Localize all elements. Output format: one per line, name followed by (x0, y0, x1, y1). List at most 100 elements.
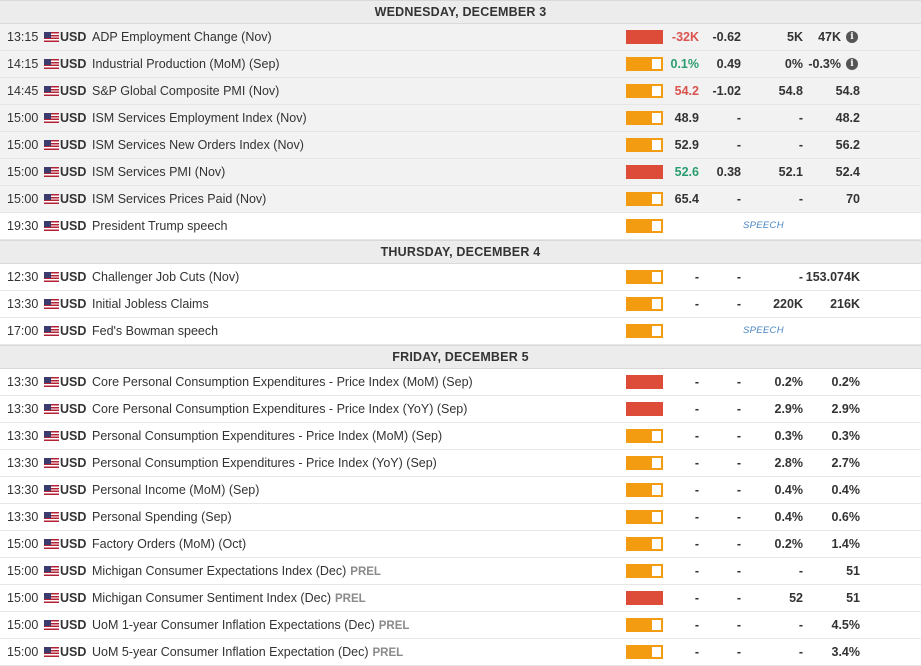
event-name[interactable]: Personal Consumption Expenditures - Pric… (92, 450, 437, 476)
deviation-value: - (736, 375, 741, 389)
deviation-value: - (736, 510, 741, 524)
impact-medium-bar (626, 297, 663, 311)
us-flag-icon (44, 299, 59, 309)
flag-canton (44, 113, 51, 119)
deviation-value: 0.49 (716, 57, 741, 71)
event-time: 15:00 (7, 192, 39, 206)
event-name[interactable]: ISM Services PMI (Nov) (92, 159, 225, 185)
event-row[interactable]: 12:30 USD Challenger Job Cuts (Nov) - - -153.… (0, 264, 921, 291)
event-row[interactable]: 14:15 USD Industrial Production (MoM) (Sep… (0, 51, 921, 78)
event-title: S&P Global Composite PMI (Nov) (92, 84, 280, 98)
consensus-value: - (798, 192, 803, 206)
event-name[interactable]: Industrial Production (MoM) (Sep) (92, 51, 280, 77)
event-row[interactable]: 13:30 USD Personal Consumption Expenditure… (0, 423, 921, 450)
info-icon[interactable]: i (846, 31, 858, 43)
flag-canton (44, 299, 51, 305)
impact-medium-bar (626, 429, 663, 443)
event-name[interactable]: Michigan Consumer Expectations Index (De… (92, 558, 381, 585)
previous-value: 0.6% (831, 510, 861, 524)
previous-value: 54.8 (835, 84, 860, 98)
event-name[interactable]: ADP Employment Change (Nov) (92, 24, 272, 50)
event-row[interactable]: 13:30 USD Core Personal Consumption Expend… (0, 396, 921, 423)
consensus-value: 52.1 (778, 165, 803, 179)
event-title: UoM 5-year Consumer Inflation Expectatio… (92, 645, 369, 659)
event-row[interactable]: 19:30 USD President Trump speech SPEECH (0, 213, 921, 240)
event-row[interactable]: 15:00 USD ISM Services Employment Index (N… (0, 105, 921, 132)
consensus-value: 220K (773, 297, 803, 311)
currency-code: USD (60, 324, 87, 338)
event-row[interactable]: 15:00 USD ISM Services Prices Paid (Nov) 65… (0, 186, 921, 213)
previous-value: 0.4% (831, 483, 861, 497)
currency-code: USD (60, 297, 87, 311)
consensus-value: 0.4% (774, 510, 804, 524)
event-title: Factory Orders (MoM) (Oct) (92, 537, 247, 551)
event-name[interactable]: President Trump speech (92, 213, 228, 239)
currency-code: USD (60, 564, 87, 578)
event-name[interactable]: ISM Services New Orders Index (Nov) (92, 132, 304, 158)
actual-value: - (694, 375, 699, 389)
event-time: 19:30 (7, 219, 39, 233)
event-row[interactable]: 15:00 USD UoM 1-year Consumer Inflation Ex… (0, 612, 921, 639)
event-title: Initial Jobless Claims (92, 297, 209, 311)
currency-code: USD (60, 375, 87, 389)
event-row[interactable]: 15:00 USD Michigan Consumer Sentiment Inde… (0, 585, 921, 612)
event-name[interactable]: Michigan Consumer Sentiment Index (Dec) P… (92, 585, 366, 612)
event-row[interactable]: 15:00 USD ISM Services PMI (Nov) 52.6 0.38 52… (0, 159, 921, 186)
event-row[interactable]: 15:00 USD UoM 5-year Consumer Inflation Ex… (0, 639, 921, 666)
event-name[interactable]: Personal Spending (Sep) (92, 504, 232, 530)
event-name[interactable]: UoM 1-year Consumer Inflation Expectatio… (92, 612, 409, 639)
event-time: 13:30 (7, 297, 39, 311)
info-icon[interactable]: i (846, 58, 858, 70)
previous-value: 3.4% (831, 645, 861, 659)
event-row[interactable]: 15:00 USD ISM Services New Orders Index (N… (0, 132, 921, 159)
event-row[interactable]: 13:30 USD Core Personal Consumption Expend… (0, 369, 921, 396)
event-time: 15:00 (7, 537, 39, 551)
prel-tag: PREL (335, 593, 366, 605)
impact-medium-bar (626, 84, 663, 98)
event-row[interactable]: 13:30 USD Initial Jobless Claims - - 220K 216K (0, 291, 921, 318)
event-row[interactable]: 13:30 USD Personal Consumption Expenditure… (0, 450, 921, 477)
us-flag-icon (44, 512, 59, 522)
impact-medium-bar (626, 537, 663, 551)
previous-value: 2.9% (831, 402, 861, 416)
impact-medium-bar (626, 618, 663, 632)
event-name[interactable]: ISM Services Employment Index (Nov) (92, 105, 307, 131)
event-row[interactable]: 13:30 USD Personal Income (MoM) (Sep) - - 0.4… (0, 477, 921, 504)
actual-value: - (694, 564, 699, 578)
event-title: UoM 1-year Consumer Inflation Expectatio… (92, 618, 375, 632)
previous-value: 51 (846, 591, 860, 605)
prel-tag: PREL (350, 566, 381, 578)
event-name[interactable]: Initial Jobless Claims (92, 291, 209, 317)
actual-value: - (694, 270, 699, 284)
event-row[interactable]: 15:00 USD Factory Orders (MoM) (Oct) - - 0.2%… (0, 531, 921, 558)
event-name[interactable]: Fed's Bowman speech (92, 318, 218, 344)
deviation-value: - (736, 138, 741, 152)
event-row[interactable]: 17:00 USD Fed's Bowman speech SPEECH (0, 318, 921, 345)
impact-medium-bar (626, 645, 663, 659)
consensus-value: 0.2% (774, 375, 804, 389)
event-name[interactable]: Core Personal Consumption Expenditures -… (92, 369, 473, 395)
event-row[interactable]: 15:00 USD Michigan Consumer Expectations I… (0, 558, 921, 585)
event-name[interactable]: Core Personal Consumption Expenditures -… (92, 396, 467, 422)
event-time: 15:00 (7, 165, 39, 179)
deviation-value: - (736, 297, 741, 311)
us-flag-icon (44, 140, 59, 150)
currency-code: USD (60, 138, 87, 152)
flag-canton (44, 221, 51, 227)
consensus-value: 0.2% (774, 537, 804, 551)
actual-value: - (694, 297, 699, 311)
event-row[interactable]: 13:30 USD Personal Spending (Sep) - - 0.4% 0.6… (0, 504, 921, 531)
impact-medium-bar (626, 111, 663, 125)
event-time: 17:00 (7, 324, 39, 338)
event-name[interactable]: ISM Services Prices Paid (Nov) (92, 186, 266, 212)
event-name[interactable]: UoM 5-year Consumer Inflation Expectatio… (92, 639, 403, 666)
event-row[interactable]: 14:45 USD S&P Global Composite PMI (Nov) 54… (0, 78, 921, 105)
previous-value: 1.4% (831, 537, 861, 551)
event-name[interactable]: Personal Consumption Expenditures - Pric… (92, 423, 442, 449)
deviation-value: - (736, 537, 741, 551)
event-row[interactable]: 13:15 USD ADP Employment Change (Nov) -32K -… (0, 24, 921, 51)
event-name[interactable]: Factory Orders (MoM) (Oct) (92, 531, 246, 557)
event-name[interactable]: Personal Income (MoM) (Sep) (92, 477, 259, 503)
event-name[interactable]: Challenger Job Cuts (Nov) (92, 264, 239, 290)
event-name[interactable]: S&P Global Composite PMI (Nov) (92, 78, 279, 104)
